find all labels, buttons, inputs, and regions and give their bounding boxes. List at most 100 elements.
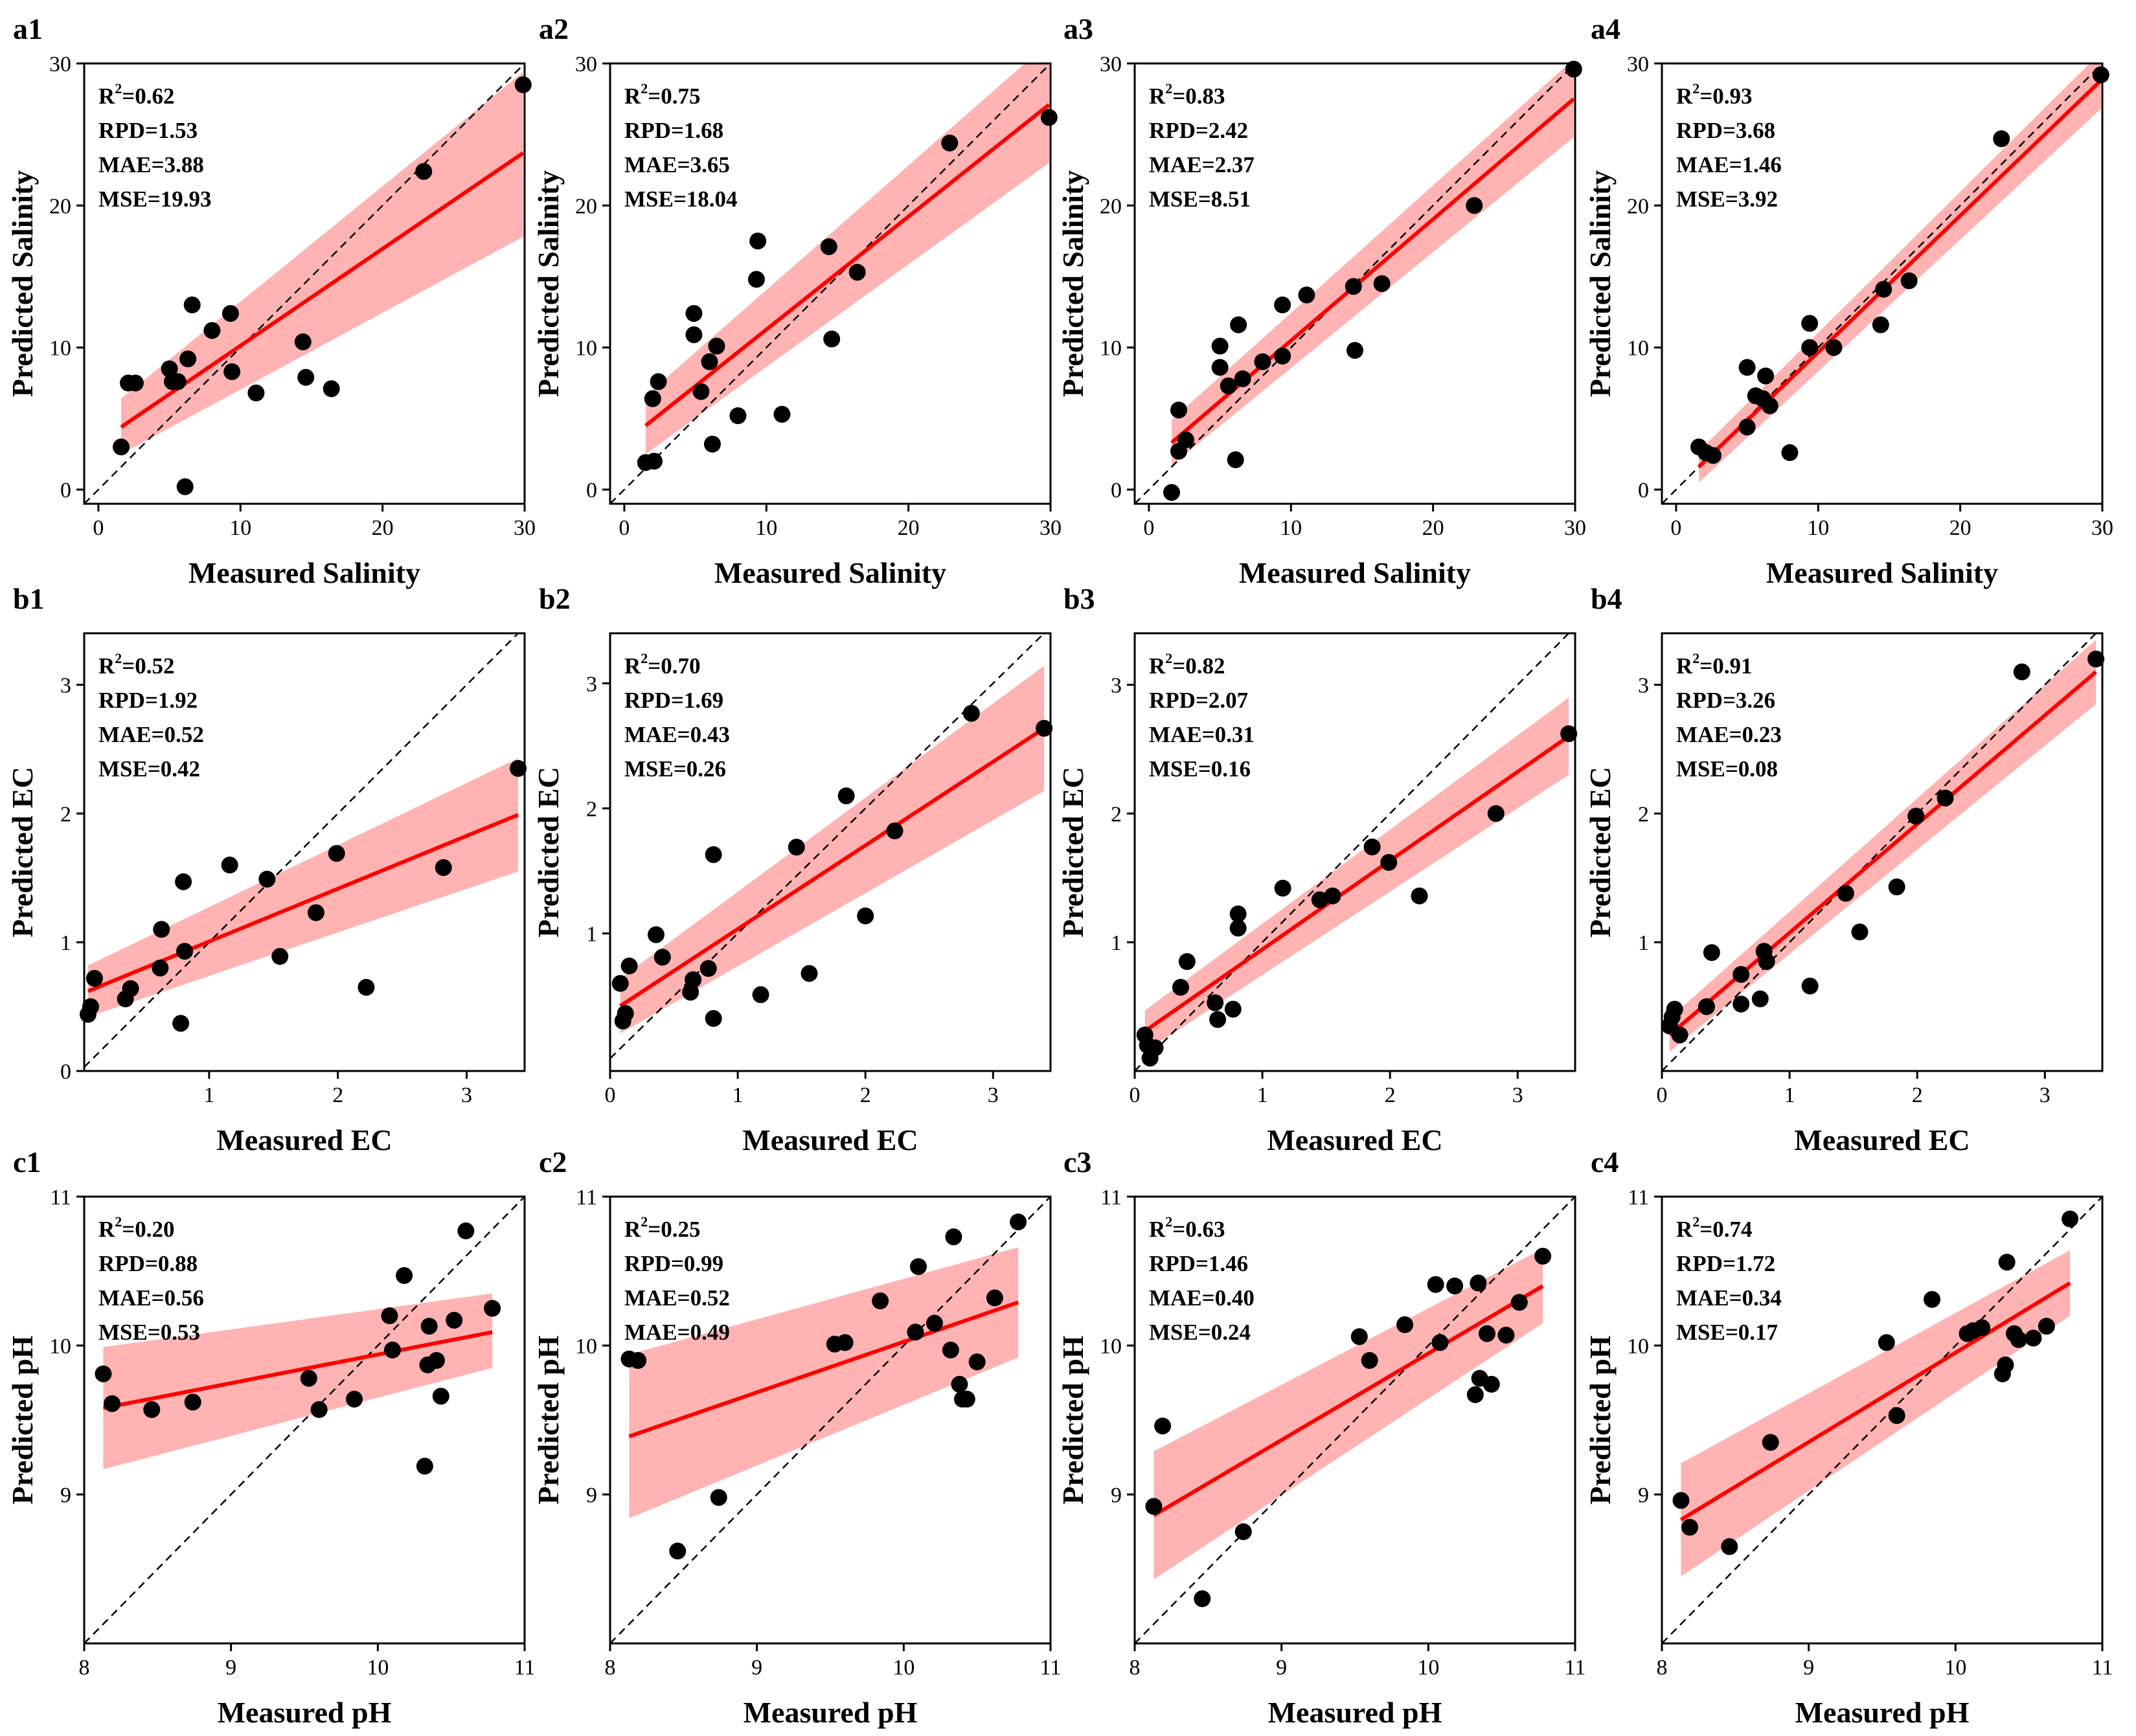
data-point <box>1872 316 1889 333</box>
data-point <box>1010 1213 1027 1231</box>
y-tick-label: 10 <box>575 1335 597 1358</box>
data-point <box>1878 1334 1895 1351</box>
data-point <box>703 435 721 453</box>
data-point <box>749 232 767 250</box>
panel-label: b1 <box>13 582 45 615</box>
stat-key: MAE <box>624 1320 677 1345</box>
panel-label: a2 <box>539 12 569 45</box>
identity-line <box>610 63 1051 504</box>
plot-frame <box>609 1195 1052 1645</box>
stat-superscript: 2 <box>1692 80 1699 96</box>
data-point <box>951 1375 968 1393</box>
y-tick-label: 10 <box>1627 337 1649 361</box>
data-point <box>729 407 747 424</box>
stat-mae: MAE=3.65 <box>624 152 730 177</box>
panel-label: c2 <box>539 1145 567 1178</box>
y-tick-label: 3 <box>1638 674 1649 698</box>
stat-key: RPD <box>98 118 145 143</box>
x-tick-label: 3 <box>1512 1083 1523 1107</box>
data-point <box>1040 109 1058 126</box>
stat-value: =0.93 <box>1699 84 1752 109</box>
data-point <box>644 390 661 407</box>
data-point <box>1234 1523 1252 1540</box>
stat-key: MAE <box>624 722 677 747</box>
stat-superscript: 2 <box>115 80 122 96</box>
data-point <box>1411 887 1428 905</box>
x-tick-label: 20 <box>372 516 394 540</box>
x-tick-label: 20 <box>898 516 920 540</box>
identity-line <box>84 633 519 1068</box>
y-tick-label: 20 <box>1627 194 1649 218</box>
y-axis-title: Predicted Salinity <box>1056 170 1089 398</box>
stat-value: =0.53 <box>148 1320 200 1345</box>
stat-key: RPD <box>1676 1251 1723 1276</box>
stat-r: R2=0.83 <box>1149 80 1225 109</box>
data-point <box>1801 977 1819 995</box>
stat-value: =0.34 <box>1729 1285 1782 1311</box>
y-tick-label: 3 <box>586 672 597 696</box>
stat-mse: MSE=18.04 <box>624 186 738 212</box>
y-tick-label: 20 <box>49 194 71 218</box>
data-point <box>669 1542 687 1560</box>
stat-value: =0.25 <box>648 1217 700 1242</box>
regression-line <box>102 1330 493 1410</box>
data-point <box>837 787 855 805</box>
stat-r: R2=0.25 <box>624 1213 700 1242</box>
x-tick-label: 0 <box>619 516 630 540</box>
panel-label: b2 <box>539 582 571 615</box>
stat-value: =0.17 <box>1725 1320 1778 1345</box>
stat-key: RPD <box>624 1251 671 1276</box>
data-point <box>297 368 315 386</box>
stat-mae: MAE=0.31 <box>1149 722 1255 747</box>
panel-a3: 0 10 20 30 0 10 20 30 Measured Salinity Predicted… <box>1056 12 1586 589</box>
regression-line <box>120 151 525 429</box>
data-point <box>907 1324 924 1341</box>
y-axis-title: Predicted pH <box>532 1335 565 1504</box>
data-point <box>705 846 722 863</box>
stat-mae: MAE=3.88 <box>98 152 204 177</box>
data-point <box>1721 1538 1738 1555</box>
stat-value: =0.70 <box>648 653 700 679</box>
stat-rpd: RPD=0.99 <box>624 1251 723 1276</box>
stat-superscript: 2 <box>115 1213 122 1230</box>
data-point <box>823 330 841 348</box>
plot-frame <box>83 62 526 505</box>
data-point <box>222 305 239 322</box>
y-tick-label: 1 <box>1638 931 1649 955</box>
y-tick-label: 0 <box>1111 479 1122 502</box>
data-point <box>1483 1375 1500 1393</box>
stat-superscript: 2 <box>641 80 648 96</box>
y-tick-label: 3 <box>1111 674 1122 698</box>
data-point <box>1234 370 1251 387</box>
stat-rpd: RPD=2.07 <box>1149 688 1248 713</box>
data-point <box>113 438 130 456</box>
stat-key: R <box>1149 653 1166 679</box>
data-point <box>271 948 289 965</box>
data-point <box>2013 663 2030 681</box>
data-point <box>203 322 221 339</box>
stat-key: RPD <box>1149 688 1196 713</box>
data-point <box>647 926 665 943</box>
panel-label: b4 <box>1591 582 1622 615</box>
x-tick-label: 10 <box>1417 1656 1439 1680</box>
data-point <box>258 870 276 888</box>
stat-value: =1.68 <box>671 118 723 143</box>
stat-superscript: 2 <box>641 1213 648 1230</box>
data-point <box>161 360 178 378</box>
stat-key: RPD <box>624 118 671 143</box>
x-axis-title: Measured pH <box>1268 1696 1442 1729</box>
x-tick-label: 2 <box>860 1083 871 1107</box>
confidence-band <box>1144 697 1569 1052</box>
x-axis-title: Measured EC <box>742 1123 918 1156</box>
stat-key: RPD <box>1149 118 1196 143</box>
data-point <box>630 1352 647 1369</box>
data-point <box>941 134 959 152</box>
panel-label: c3 <box>1063 1145 1091 1178</box>
stat-key: MAE <box>1149 152 1202 177</box>
stat-value: =1.92 <box>145 688 198 713</box>
stat-key: MAE <box>624 152 677 177</box>
stat-mse: MSE=3.92 <box>1676 186 1778 212</box>
stat-mse: MSE=0.24 <box>1149 1320 1251 1345</box>
